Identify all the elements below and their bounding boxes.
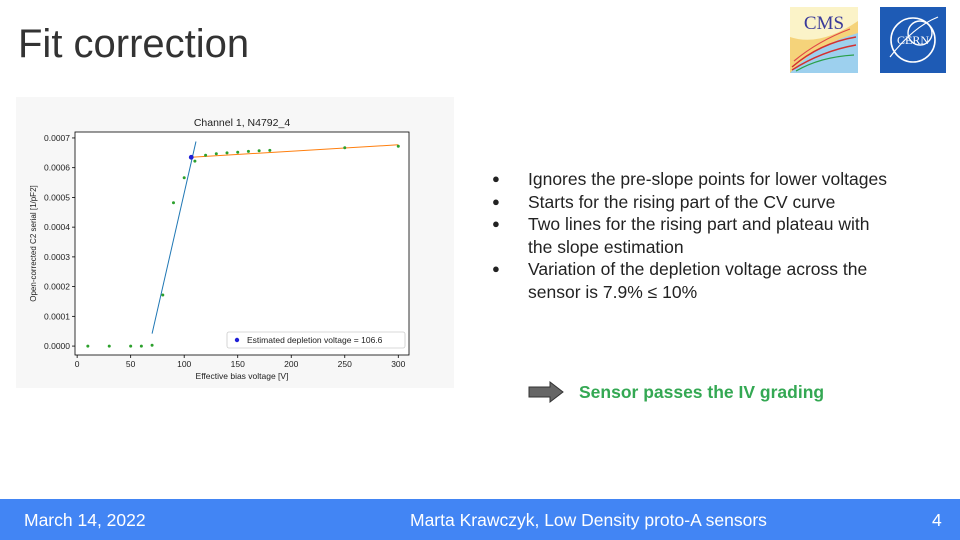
- cv-fit-chart: Channel 1, N4792_4 Effective bias voltage…: [16, 97, 454, 388]
- y-tick-label: 0.0007: [44, 133, 70, 143]
- x-tick-label: 200: [284, 359, 298, 369]
- footer-author: Marta Krawczyk, Low Density proto-A sens…: [410, 510, 767, 530]
- bullet-item: Two lines for the rising part and platea…: [492, 213, 892, 258]
- y-tick-label: 0.0003: [44, 252, 70, 262]
- data-point: [182, 176, 186, 180]
- data-point: [161, 293, 165, 297]
- y-tick-label: 0.0002: [44, 282, 70, 292]
- x-tick-label: 300: [391, 359, 405, 369]
- data-point: [204, 153, 208, 157]
- slide-title: Fit correction: [18, 22, 250, 66]
- data-point: [236, 150, 240, 154]
- data-point: [214, 152, 218, 156]
- data-point: [171, 201, 175, 205]
- chart-canvas: Channel 1, N4792_4 Effective bias voltage…: [29, 117, 410, 381]
- bullet-item: Variation of the depletion voltage acros…: [492, 258, 892, 303]
- cms-logo-text: CMS: [804, 13, 844, 34]
- right-arrow-icon: [528, 381, 564, 403]
- bullet-item: Ignores the pre-slope points for lower v…: [492, 168, 892, 191]
- y-tick-label: 0.0001: [44, 311, 70, 321]
- x-tick-label: 100: [177, 359, 191, 369]
- data-point: [86, 344, 90, 348]
- footer-bar: March 14, 2022 Marta Krawczyk, Low Densi…: [0, 499, 960, 540]
- cms-logo: CMS: [790, 7, 858, 73]
- verdict: Sensor passes the IV grading: [528, 380, 824, 404]
- legend-box: [226, 331, 406, 349]
- data-point: [343, 146, 347, 150]
- verdict-text: Sensor passes the IV grading: [579, 381, 825, 402]
- depletion-marker: [188, 154, 194, 160]
- footer-date: March 14, 2022: [24, 510, 146, 530]
- data-point: [246, 149, 250, 153]
- legend-entry: Estimated depletion voltage = 106.6: [247, 335, 383, 345]
- plot-area: [74, 131, 410, 356]
- x-tick-label: 50: [126, 359, 136, 369]
- x-tick-label: 0: [75, 359, 80, 369]
- y-tick-label: 0.0000: [44, 341, 70, 351]
- y-tick-label: 0.0005: [44, 192, 70, 202]
- x-tick-label: 250: [338, 359, 352, 369]
- bullet-list: Ignores the pre-slope points for lower v…: [492, 168, 892, 303]
- data-point: [193, 159, 197, 163]
- data-point: [396, 144, 400, 148]
- y-tick-label: 0.0006: [44, 163, 70, 173]
- data-point: [225, 151, 229, 155]
- data-point: [139, 344, 143, 348]
- data-point: [129, 344, 133, 348]
- data-point: [107, 344, 111, 348]
- data-point: [268, 148, 272, 152]
- cern-logo-text: CERN: [897, 33, 929, 47]
- data-point: [257, 149, 261, 153]
- y-axis-label: Open-corrected C2 serial [1/pF2]: [29, 185, 38, 302]
- cern-logo: CERN: [880, 7, 946, 73]
- chart-title: Channel 1, N4792_4: [194, 117, 290, 129]
- bullet-item: Starts for the rising part of the CV cur…: [492, 191, 892, 214]
- plateau-fit-line: [191, 144, 399, 158]
- x-axis-label: Effective bias voltage [V]: [196, 371, 289, 381]
- y-tick-label: 0.0004: [44, 222, 70, 232]
- page-number: 4: [932, 510, 942, 530]
- legend-marker: [234, 337, 240, 343]
- data-point: [150, 343, 154, 347]
- x-tick-label: 150: [231, 359, 245, 369]
- rise-fit-line: [151, 141, 197, 334]
